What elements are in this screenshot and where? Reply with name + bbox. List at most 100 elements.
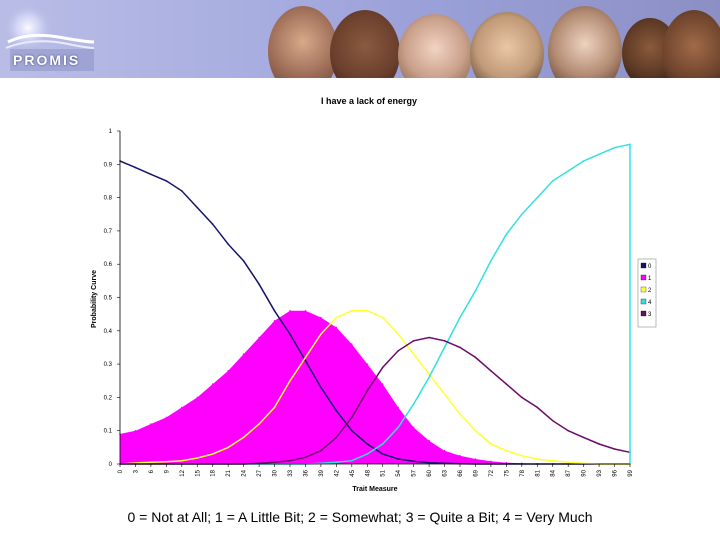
- series-1-point: [289, 310, 291, 312]
- x-tick-label: 96: [613, 469, 619, 476]
- series-4-point: [521, 213, 523, 216]
- x-tick-label: 69: [473, 469, 479, 476]
- x-tick-label: 12: [180, 469, 186, 476]
- series-3-point: [474, 356, 477, 359]
- series-3-point: [598, 443, 600, 445]
- y-tick-label: 0.1: [104, 429, 113, 435]
- x-tick-label: 93: [597, 469, 603, 476]
- photo-person-5: [548, 6, 622, 78]
- legend: 0 1 2 4 3: [637, 258, 657, 328]
- x-tick-label: 87: [566, 469, 572, 476]
- series-1-point: [366, 363, 369, 365]
- series-2-point: [211, 453, 214, 455]
- series-2-point: [474, 429, 477, 432]
- x-tick-label: 6: [149, 469, 155, 473]
- series-2-point: [490, 443, 492, 445]
- legend-swatch-3: [640, 310, 647, 317]
- x-tick-label: 75: [504, 469, 510, 476]
- series-4-point: [613, 146, 616, 149]
- series-2-point: [258, 423, 260, 425]
- series-0-point: [304, 360, 307, 362]
- series-1-point: [474, 458, 477, 460]
- legend-label-4: 4: [648, 300, 652, 306]
- series-0-point: [165, 180, 168, 182]
- series-4-point: [366, 453, 369, 455]
- series-0-point: [335, 409, 338, 412]
- x-tick-label: 90: [582, 469, 588, 476]
- series-4-point: [428, 376, 430, 379]
- photo-person-4: [470, 12, 544, 78]
- series-1-point: [165, 416, 168, 419]
- series-1-point: [397, 406, 400, 409]
- photo-person-1: [268, 6, 338, 78]
- x-tick-label: 54: [396, 469, 402, 476]
- series-4-point: [567, 170, 569, 172]
- x-tick-label: 39: [319, 469, 325, 476]
- y-tick-label: 0.2: [104, 395, 113, 401]
- series-4-point: [412, 403, 415, 405]
- series-1-point: [196, 396, 199, 399]
- x-tick-label: 30: [273, 469, 279, 476]
- series-2-point: [227, 446, 229, 449]
- series-0-point: [381, 453, 384, 455]
- y-tick-label: 0.9: [104, 162, 113, 168]
- series-0-point: [258, 283, 260, 285]
- series-2-point: [165, 460, 168, 463]
- legend-swatch-0: [640, 262, 647, 269]
- series-2-point: [289, 380, 291, 382]
- series-3-point: [381, 366, 384, 369]
- series-0-point: [227, 243, 229, 245]
- x-axis: 0 3 6 9 12 15 18 21 24 27 30 33 36 39 42 45 48 51 54 57 60 63…: [118, 463, 634, 477]
- x-tick-label: 63: [443, 469, 449, 476]
- x-tick-label: 42: [334, 469, 340, 476]
- x-tick-label: 84: [551, 469, 557, 476]
- y-tick-label: 1: [109, 129, 113, 135]
- promis-logo: [4, 6, 95, 71]
- series-0-point: [242, 260, 245, 262]
- series-3-point: [505, 383, 508, 385]
- series-0-point: [397, 458, 400, 460]
- series-1-point: [211, 383, 214, 385]
- series-1-point: [459, 454, 461, 457]
- series-1-point: [412, 426, 415, 429]
- x-tick-label: 45: [350, 469, 356, 476]
- series-3-point: [366, 389, 369, 392]
- series-1-point: [134, 429, 137, 432]
- series-2-point: [320, 333, 322, 335]
- x-axis-label: Trait Measure: [352, 486, 397, 493]
- x-tick-label: 48: [365, 469, 371, 476]
- x-tick-label: 81: [535, 469, 541, 476]
- series-4-point: [459, 316, 461, 319]
- series-4-point: [598, 153, 600, 156]
- series-4-point: [335, 461, 338, 464]
- x-tick-label: 60: [427, 469, 433, 476]
- series-2-point: [335, 316, 338, 319]
- y-tick-label: 0.3: [104, 362, 113, 368]
- series-3-point: [335, 436, 338, 439]
- series-1-point: [335, 326, 338, 329]
- x-tick-label: 0: [118, 469, 124, 473]
- series-4-point: [551, 180, 554, 182]
- series-1-point: [242, 353, 245, 355]
- series-2-point: [412, 353, 415, 355]
- series-2-point: [428, 373, 430, 375]
- series-2-point: [505, 449, 508, 452]
- photo-person-2: [330, 10, 400, 78]
- x-tick-label: 33: [288, 469, 294, 476]
- series-1-point: [304, 310, 307, 312]
- y-tick-label: 0.4: [104, 329, 113, 335]
- series-2-line: [119, 310, 630, 465]
- series-1-point: [505, 461, 508, 464]
- series-4-point: [474, 290, 477, 292]
- x-tick-label: 72: [489, 469, 495, 476]
- series-3-point: [351, 416, 353, 419]
- series-4-point: [381, 443, 384, 445]
- series-0-point: [150, 173, 152, 176]
- series-0-point: [211, 223, 214, 225]
- header-banner: PROMIS: [0, 0, 720, 78]
- x-tick-label: 3: [133, 469, 139, 473]
- series-1-point: [150, 423, 152, 425]
- series-2-point: [551, 459, 554, 462]
- series-2-point: [443, 393, 446, 395]
- series-3-point: [521, 396, 523, 399]
